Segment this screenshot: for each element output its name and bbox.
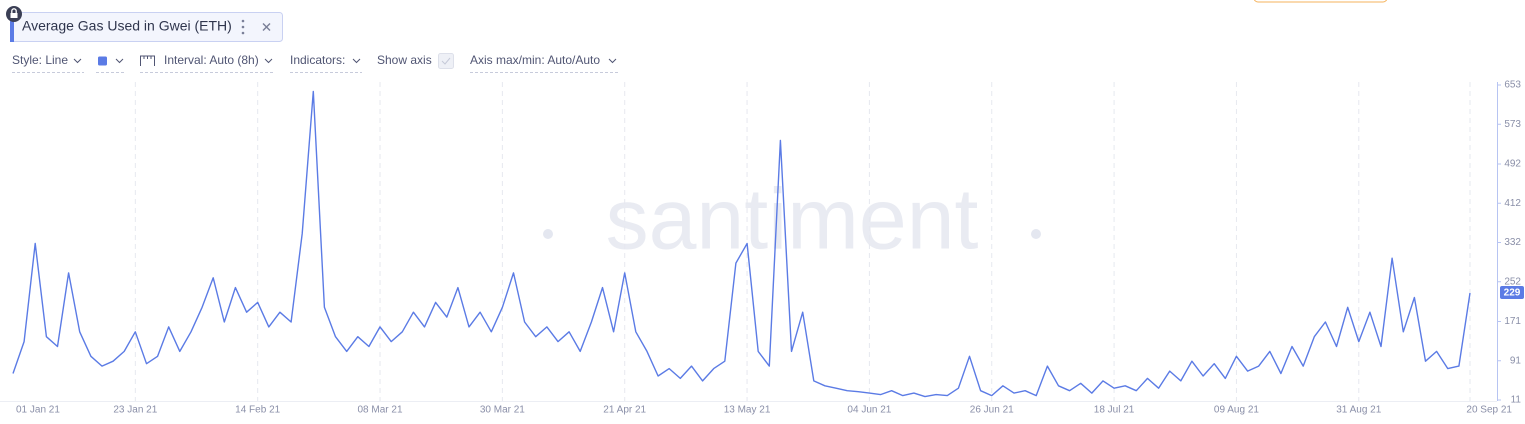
x-tick-label: 01 Jan 21 [16, 405, 60, 416]
chevron [352, 58, 361, 64]
tab-accent [10, 12, 14, 42]
more-icon[interactable] [241, 19, 245, 35]
x-tick-label: 23 Jan 21 [113, 405, 157, 416]
y-tick-label: 492 [1504, 159, 1521, 170]
close-icon[interactable] [262, 23, 271, 31]
chevron [73, 58, 82, 64]
last-value-badge [1500, 286, 1524, 300]
upgrade-button[interactable] [1253, 0, 1388, 3]
chevron [264, 58, 273, 64]
y-tick-label: 91 [1510, 355, 1522, 366]
indicators-select[interactable]: Indicators: [290, 53, 345, 67]
last-value-label: 229 [1504, 288, 1521, 299]
chevron [115, 58, 124, 64]
x-tick-label: 18 Jul 21 [1094, 405, 1135, 416]
y-tick-label: 412 [1504, 198, 1521, 209]
y-tick-label: 573 [1504, 119, 1521, 130]
x-tick-label: 20 Sep 21 [1466, 405, 1512, 416]
x-tick-label: 13 May 21 [724, 405, 771, 416]
axis-range-select[interactable]: Axis max/min: Auto/Auto [470, 53, 600, 67]
x-tick-label: 14 Feb 21 [235, 405, 280, 416]
x-tick-label: 21 Apr 21 [603, 405, 646, 416]
x-tick-label: 08 Mar 21 [358, 405, 403, 416]
watermark-text: santiment [606, 172, 979, 268]
interval-select[interactable]: Interval: Auto (8h) [164, 53, 259, 67]
chart-title: Average Gas Used in Gwei (ETH) [22, 18, 232, 34]
show-axis-checkbox[interactable] [438, 53, 454, 69]
x-tick-label: 31 Aug 21 [1336, 405, 1381, 416]
y-tick-label: 332 [1504, 237, 1521, 248]
watermark: santiment [543, 172, 1041, 268]
x-tick-label: 30 Mar 21 [480, 405, 525, 416]
color-select[interactable] [98, 56, 107, 66]
metric-tab[interactable]: Average Gas Used in Gwei (ETH) [10, 12, 283, 42]
toolbar: Style: Line Interval: Auto (8h) Indicato… [12, 53, 618, 73]
x-tick-label: 09 Aug 21 [1214, 405, 1259, 416]
style-select[interactable]: Style: Line [12, 53, 68, 67]
x-tick-label: 26 Jun 21 [970, 405, 1014, 416]
y-tick-label: 171 [1504, 316, 1521, 327]
chevron [608, 58, 617, 64]
interval-icon [140, 55, 155, 66]
x-tick-label: 04 Jun 21 [847, 405, 891, 416]
y-tick-label: 11 [1511, 395, 1522, 406]
show-axis-label[interactable]: Show axis [377, 53, 432, 67]
lock-icon [6, 6, 22, 22]
line [12, 90, 1471, 398]
y-tick-label: 252 [1504, 276, 1521, 287]
check [441, 57, 451, 65]
y-tick-label: 653 [1504, 80, 1521, 91]
